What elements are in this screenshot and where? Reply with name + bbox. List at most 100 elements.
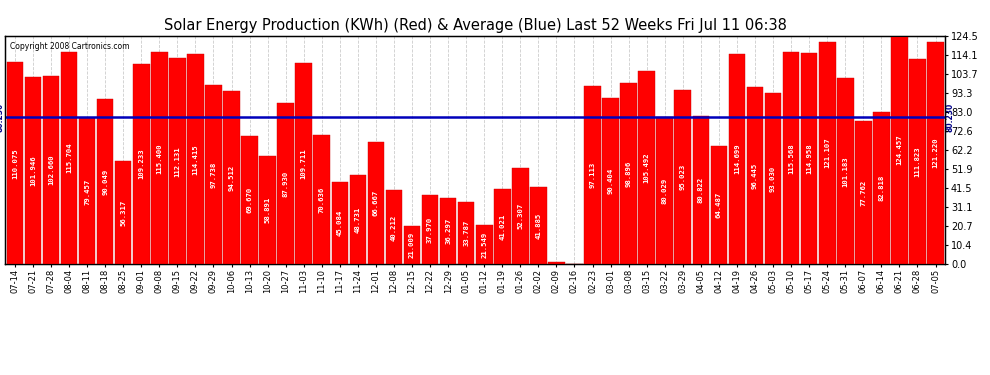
Text: 82.818: 82.818	[878, 175, 884, 201]
Bar	[530, 188, 546, 264]
Text: 87.930: 87.930	[283, 171, 289, 197]
Text: 114.699: 114.699	[734, 144, 740, 174]
Bar	[169, 58, 186, 264]
Text: 79.457: 79.457	[84, 178, 90, 204]
Text: 58.891: 58.891	[264, 197, 270, 223]
Bar	[187, 54, 204, 264]
Bar	[621, 82, 637, 264]
Text: 93.030: 93.030	[770, 166, 776, 192]
Text: 45.084: 45.084	[337, 210, 343, 236]
Bar	[855, 122, 871, 264]
Bar	[764, 93, 781, 264]
Text: 40.212: 40.212	[391, 214, 397, 240]
Text: 48.731: 48.731	[354, 207, 361, 233]
Bar	[494, 189, 511, 264]
Bar	[656, 117, 673, 264]
Bar	[693, 116, 709, 264]
Text: 114.958: 114.958	[806, 144, 812, 174]
Bar	[223, 91, 240, 264]
Bar	[259, 156, 276, 264]
Bar	[548, 262, 564, 264]
Text: 41.885: 41.885	[536, 213, 542, 239]
Text: 64.487: 64.487	[716, 192, 722, 218]
Bar	[115, 161, 132, 264]
Bar	[7, 62, 23, 264]
Bar	[440, 198, 456, 264]
Text: 37.970: 37.970	[427, 216, 433, 243]
Text: 102.660: 102.660	[48, 155, 54, 185]
Bar	[746, 87, 763, 264]
Text: 69.670: 69.670	[247, 187, 252, 213]
Text: 124.457: 124.457	[896, 135, 903, 165]
Bar	[873, 112, 890, 264]
Bar	[512, 168, 529, 264]
Bar	[60, 52, 77, 264]
Bar	[711, 146, 728, 264]
Bar	[43, 76, 59, 264]
Text: 121.220: 121.220	[933, 138, 939, 168]
Text: 97.738: 97.738	[211, 162, 217, 188]
Bar	[928, 42, 943, 264]
Bar	[367, 142, 384, 264]
Bar	[314, 135, 330, 264]
Text: 101.946: 101.946	[30, 155, 36, 186]
Bar	[97, 99, 114, 264]
Bar	[133, 64, 149, 264]
Text: 56.317: 56.317	[120, 200, 126, 226]
Text: 66.667: 66.667	[373, 190, 379, 216]
Title: Solar Energy Production (KWh) (Red) & Average (Blue) Last 52 Weeks Fri Jul 11 06: Solar Energy Production (KWh) (Red) & Av…	[163, 18, 787, 33]
Text: 115.400: 115.400	[156, 143, 162, 174]
Text: 97.113: 97.113	[589, 162, 596, 188]
Text: 90.049: 90.049	[102, 168, 108, 195]
Bar	[837, 78, 853, 264]
Text: 94.512: 94.512	[229, 164, 235, 190]
Text: 109.711: 109.711	[301, 148, 307, 179]
Bar	[639, 70, 655, 264]
Text: 98.896: 98.896	[626, 160, 632, 187]
Text: 96.445: 96.445	[752, 163, 758, 189]
Text: 101.183: 101.183	[842, 156, 848, 187]
Bar	[386, 190, 402, 264]
Text: 80.822: 80.822	[698, 177, 704, 203]
Text: 90.404: 90.404	[608, 168, 614, 195]
Text: Copyright 2008 Cartronics.com: Copyright 2008 Cartronics.com	[10, 42, 129, 51]
Bar	[476, 225, 493, 264]
Text: 115.704: 115.704	[66, 143, 72, 173]
Bar	[801, 53, 818, 264]
Bar	[584, 86, 601, 264]
Bar	[891, 36, 908, 264]
Bar	[819, 42, 836, 264]
Bar	[79, 118, 95, 264]
Text: 121.107: 121.107	[825, 138, 831, 168]
Text: 109.233: 109.233	[139, 149, 145, 179]
Text: 110.075: 110.075	[12, 148, 18, 178]
Bar	[422, 195, 439, 264]
Text: 21.009: 21.009	[409, 232, 415, 258]
Bar	[205, 85, 222, 264]
Text: 70.636: 70.636	[319, 186, 325, 213]
Text: 80.230: 80.230	[0, 102, 5, 132]
Bar	[674, 90, 691, 264]
Bar	[602, 98, 619, 264]
Bar	[457, 202, 474, 264]
Text: 80.230: 80.230	[945, 102, 954, 132]
Bar	[783, 52, 799, 264]
Text: 36.297: 36.297	[446, 218, 451, 244]
Text: 21.549: 21.549	[481, 231, 487, 258]
Text: 111.823: 111.823	[915, 146, 921, 177]
Bar	[349, 175, 366, 264]
Text: 114.415: 114.415	[192, 144, 198, 175]
Bar	[729, 54, 745, 264]
Text: 95.023: 95.023	[680, 164, 686, 190]
Text: 41.021: 41.021	[499, 214, 505, 240]
Text: 112.131: 112.131	[174, 146, 180, 177]
Text: 115.568: 115.568	[788, 143, 794, 174]
Bar	[25, 77, 42, 264]
Bar	[151, 53, 167, 264]
Bar	[332, 182, 348, 264]
Text: 33.787: 33.787	[463, 220, 469, 246]
Bar	[277, 103, 294, 264]
Bar	[909, 59, 926, 264]
Bar	[242, 136, 257, 264]
Bar	[404, 226, 421, 264]
